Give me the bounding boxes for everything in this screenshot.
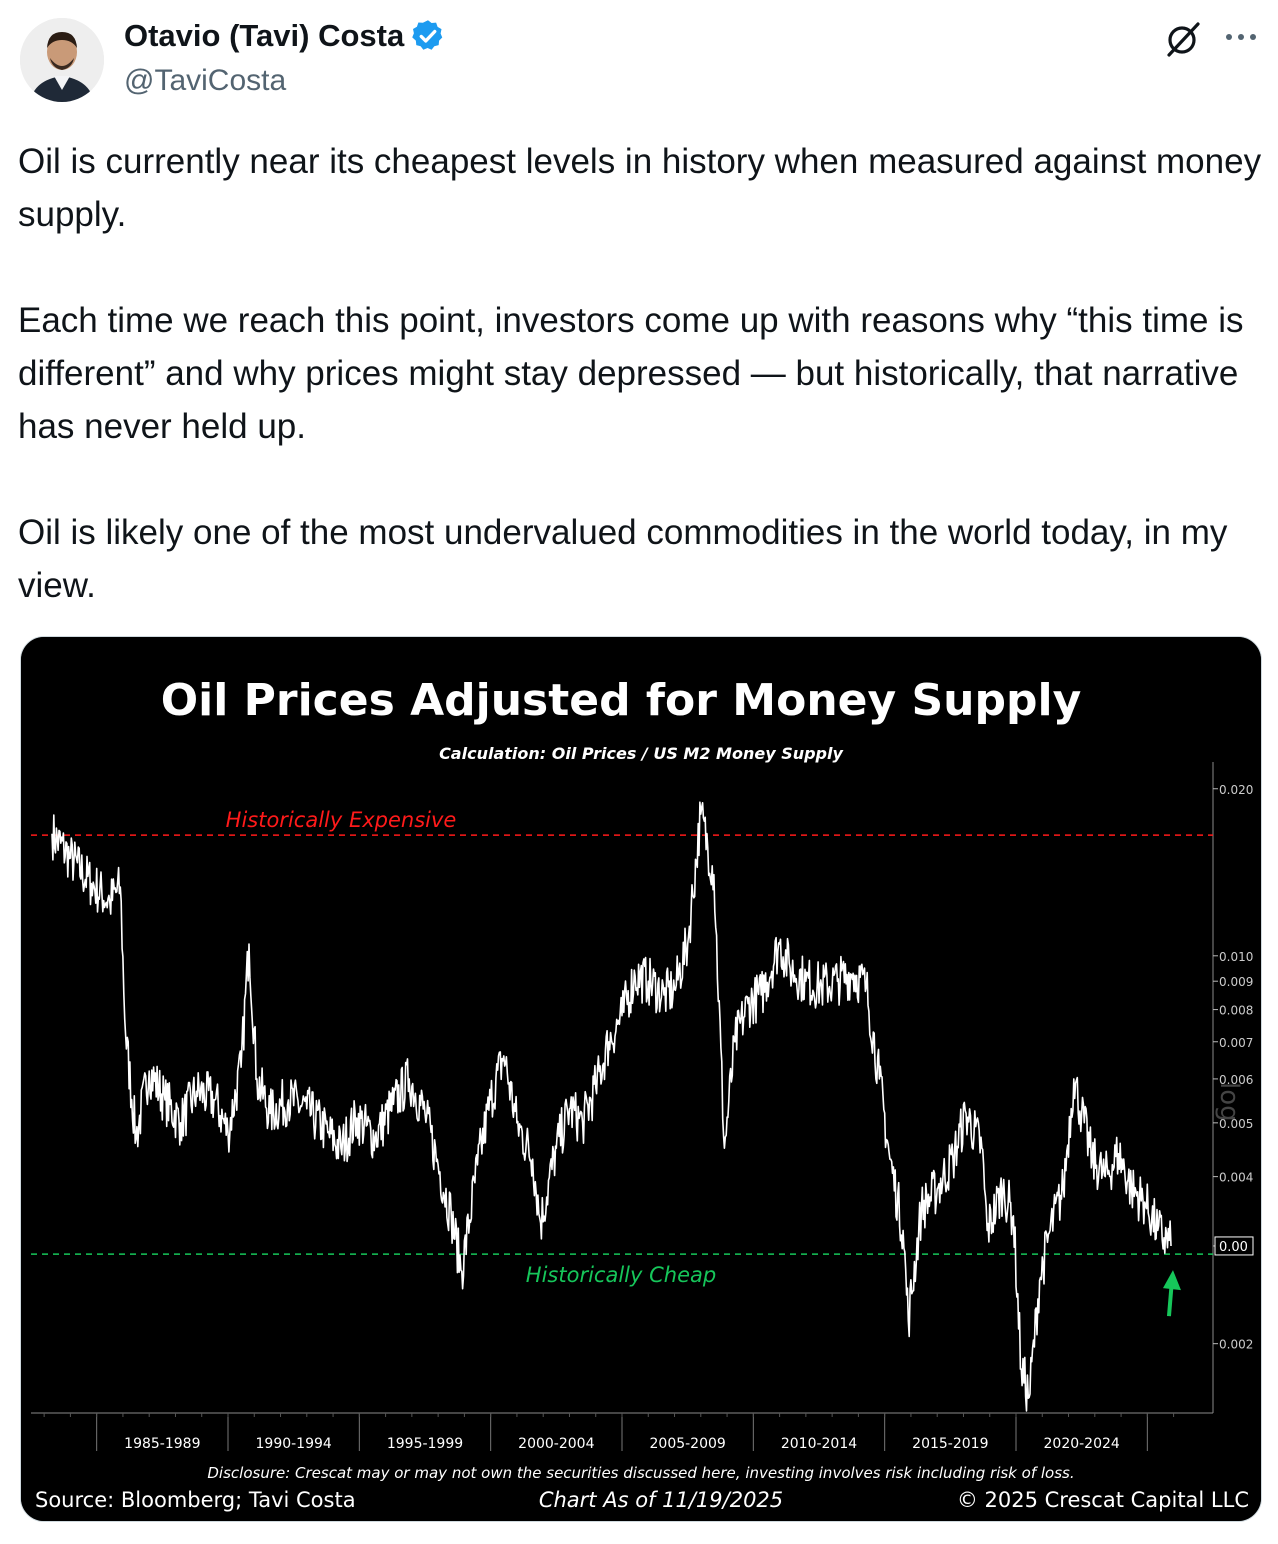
y-tick-label: 0.009 [1219, 975, 1253, 989]
last-value-box [1214, 1236, 1254, 1256]
y-tick-label: 0.010 [1219, 950, 1253, 964]
more-options-icon[interactable] [1222, 22, 1260, 52]
y-tick-label: 0.004 [1219, 1171, 1253, 1185]
series-line [51, 801, 1172, 1412]
tweet-paragraph: Oil is likely one of the most undervalue… [18, 513, 1228, 605]
x-tick-label: 2020-2024 [1044, 1436, 1120, 1452]
y-tick-label: 0.006 [1219, 1073, 1253, 1087]
tweet-paragraph: Oil is currently near its cheapest level… [18, 142, 1262, 234]
grok-icon[interactable] [1163, 19, 1203, 59]
tweet-paragraph: Each time we reach this point, investors… [18, 301, 1244, 446]
x-tick-label: 1990-1994 [256, 1436, 332, 1452]
x-tick-label: 2015-2019 [912, 1436, 988, 1452]
x-tick-label: 1985-1989 [124, 1436, 200, 1452]
avatar[interactable] [20, 18, 104, 102]
reference-lines: Historically Expensive Historically Cheap [31, 808, 1213, 1287]
y-tick-label: 0.007 [1219, 1036, 1253, 1050]
last-value-label: 0.00 [1219, 1240, 1248, 1255]
chart-title: Oil Prices Adjusted for Money Supply [161, 675, 1082, 726]
y-tick-label: 0.020 [1219, 783, 1253, 797]
chart-axes: 0.020 0.010 0.009 0.008 0.007 0.006 0.005 0.004… [31, 762, 1253, 1452]
tweet-media-chart[interactable]: Oil Prices Adjusted for Money Supply Cal… [20, 636, 1262, 1522]
author-name[interactable]: Otavio (Tavi) Costa [124, 18, 405, 53]
y-tick-label: 0.005 [1219, 1117, 1253, 1131]
chart-copyright: © 2025 Crescat Capital LLC [957, 1488, 1249, 1512]
x-tick-label: 2010-2014 [781, 1436, 857, 1452]
arrow-head-icon [1162, 1270, 1181, 1291]
reference-line-label: Historically Expensive [226, 808, 457, 832]
x-tick-label: 1995-1999 [387, 1436, 463, 1452]
y-tick-label: 0.008 [1219, 1004, 1253, 1018]
tweet-text: Oil is currently near its cheapest level… [18, 135, 1268, 612]
chart-background [21, 637, 1261, 1521]
verified-badge-icon [412, 20, 443, 50]
reference-line-label: Historically Cheap [526, 1263, 716, 1287]
chart-source: Source: Bloomberg; Tavi Costa [35, 1488, 356, 1512]
chart-disclosure: Disclosure: Crescat may or may not own t… [207, 1464, 1074, 1482]
chart-as-of: Chart As of 11/19/2025 [539, 1488, 783, 1512]
y-tick-label: 0.002 [1219, 1338, 1253, 1352]
chart-svg: Oil Prices Adjusted for Money Supply Cal… [21, 637, 1261, 1521]
chart-annotations: 0.00 [1162, 1236, 1254, 1317]
x-tick-label: 2000-2004 [518, 1436, 594, 1452]
author-handle[interactable]: @TaviCosta [124, 64, 287, 97]
author-name-row[interactable]: Otavio (Tavi) Costa [124, 16, 446, 56]
x-tick-label: 2005-2009 [650, 1436, 726, 1452]
avatar-photo [20, 18, 104, 102]
chart-series [51, 801, 1172, 1412]
chart-subtitle: Calculation: Oil Prices / US M2 Money Su… [439, 744, 843, 763]
y-axis-scale-label: log [1214, 1082, 1244, 1122]
